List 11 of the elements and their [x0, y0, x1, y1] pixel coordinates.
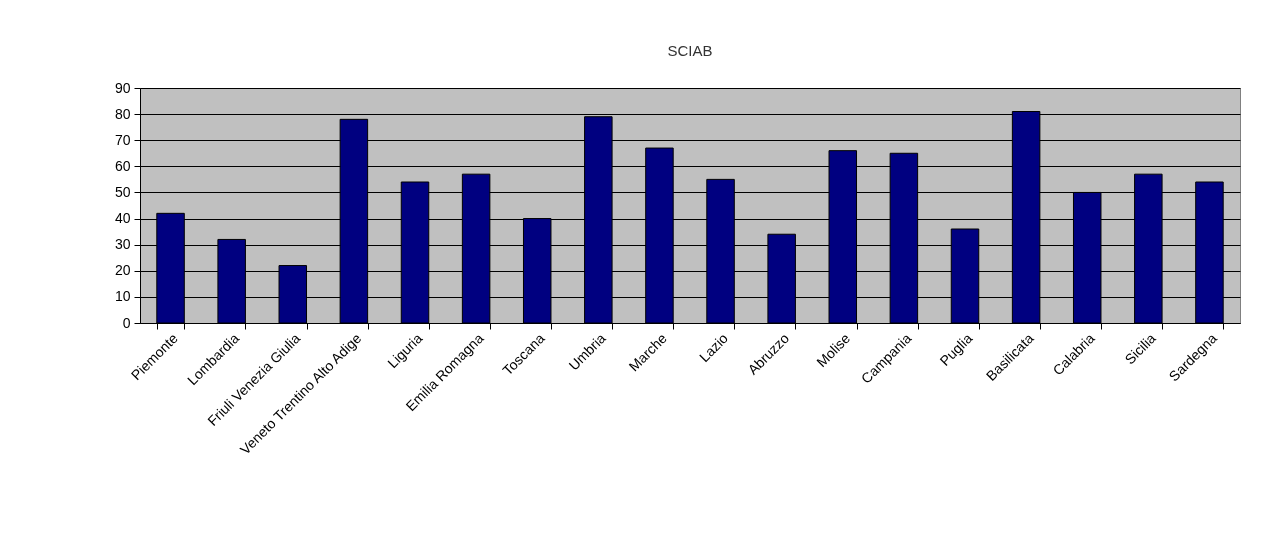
y-tick-label: 60	[114, 157, 131, 174]
y-tick-label: 90	[114, 79, 131, 96]
y-tick-label: 70	[114, 131, 131, 148]
y-tick-label: 20	[114, 262, 131, 279]
chart-title: SCIAB	[667, 42, 713, 59]
y-tick-label: 40	[114, 210, 131, 227]
y-tick-label: 0	[122, 314, 131, 331]
y-tick-label: 10	[114, 288, 131, 305]
y-tick-label: 50	[114, 183, 131, 200]
y-tick-label: 30	[114, 236, 131, 253]
y-tick-label: 80	[114, 105, 131, 122]
